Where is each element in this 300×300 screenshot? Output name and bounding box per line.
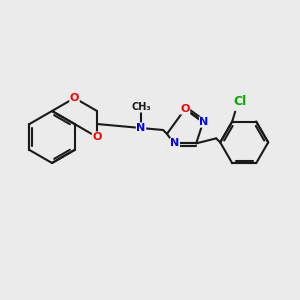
Text: O: O <box>70 93 79 103</box>
Text: O: O <box>180 104 190 114</box>
Text: N: N <box>170 138 179 148</box>
Text: N: N <box>136 123 146 133</box>
Text: O: O <box>92 132 102 142</box>
Text: Cl: Cl <box>234 95 247 108</box>
Text: N: N <box>200 117 209 127</box>
Text: CH₃: CH₃ <box>131 102 151 112</box>
